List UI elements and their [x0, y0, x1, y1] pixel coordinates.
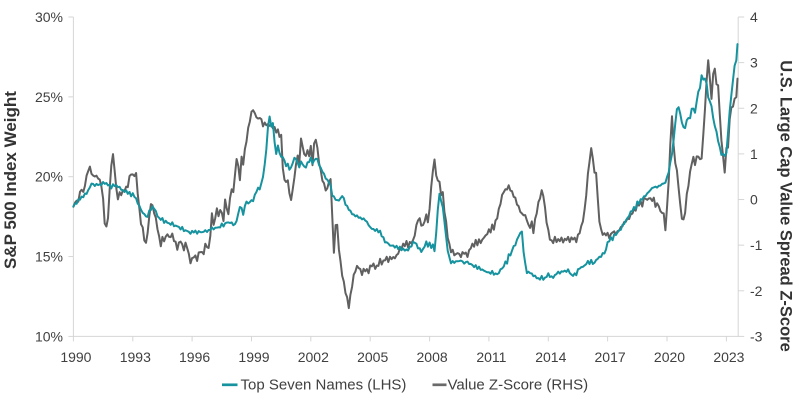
svg-text:-3: -3	[750, 328, 763, 344]
svg-text:-1: -1	[750, 237, 763, 253]
svg-text:2005: 2005	[357, 349, 388, 365]
svg-text:S&P 500 Index Weight: S&P 500 Index Weight	[1, 91, 20, 269]
svg-text:2011: 2011	[476, 349, 506, 365]
svg-text:U.S. Large Cap Value Spread Z-: U.S. Large Cap Value Spread Z-Score	[777, 60, 795, 352]
svg-text:10%: 10%	[35, 328, 63, 344]
svg-text:1996: 1996	[179, 349, 210, 365]
svg-text:2002: 2002	[298, 349, 329, 365]
svg-text:1993: 1993	[120, 349, 151, 365]
svg-text:Top Seven Names (LHS): Top Seven Names (LHS)	[241, 377, 407, 394]
svg-text:20%: 20%	[35, 169, 63, 185]
svg-text:1999: 1999	[238, 349, 269, 365]
svg-text:2017: 2017	[595, 349, 626, 365]
svg-text:4: 4	[750, 9, 758, 25]
svg-text:3: 3	[750, 55, 758, 71]
svg-text:2023: 2023	[713, 349, 744, 365]
svg-text:30%: 30%	[35, 9, 63, 25]
svg-text:Value Z-Score (RHS): Value Z-Score (RHS)	[448, 377, 589, 394]
svg-text:2020: 2020	[654, 349, 685, 365]
svg-text:2: 2	[750, 100, 758, 116]
svg-text:0: 0	[750, 192, 758, 208]
svg-text:1: 1	[750, 146, 758, 162]
svg-text:25%: 25%	[35, 89, 63, 105]
svg-text:-2: -2	[750, 283, 763, 299]
svg-text:2008: 2008	[417, 349, 448, 365]
svg-text:15%: 15%	[35, 249, 63, 265]
svg-text:2014: 2014	[535, 349, 566, 365]
svg-text:1990: 1990	[60, 349, 91, 365]
